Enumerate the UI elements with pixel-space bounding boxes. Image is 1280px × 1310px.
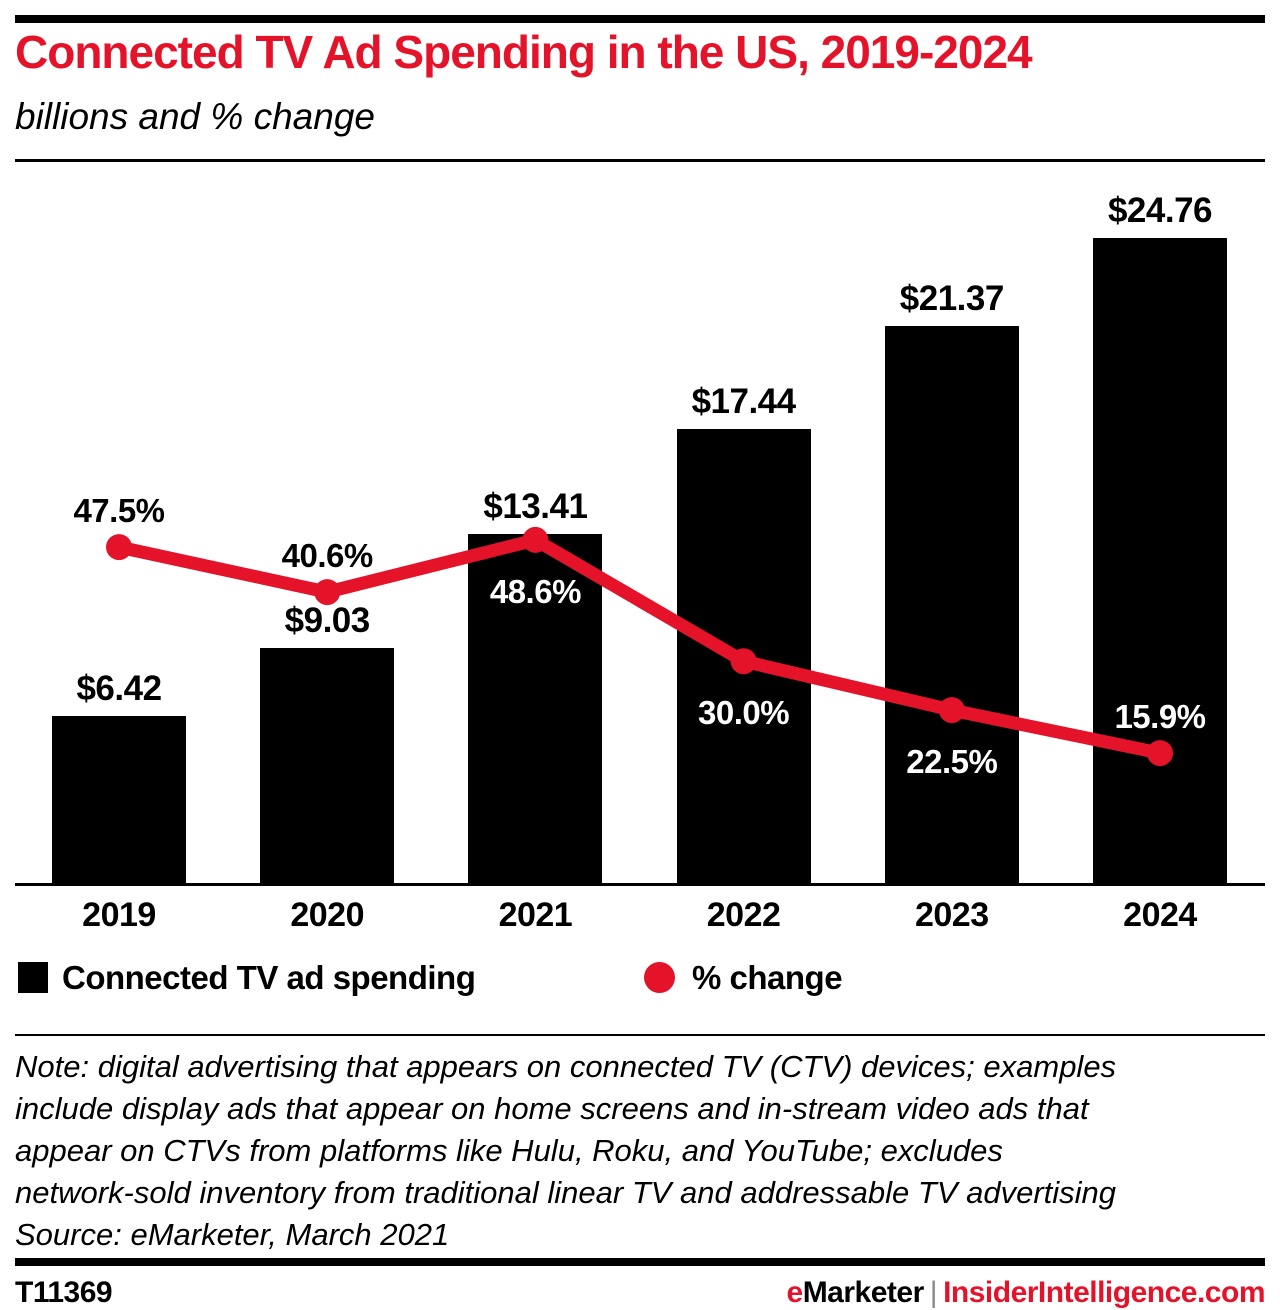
- x-axis-label-2019: 2019: [82, 896, 156, 934]
- bar-value-label-2024: $24.76: [1107, 191, 1213, 230]
- pct-label-2024: 15.9%: [1114, 698, 1206, 736]
- brand-emarketer-rest: Marketer: [802, 1276, 925, 1309]
- chart-subtitle: billions and % change: [15, 96, 375, 137]
- x-axis-label-2024: 2024: [1123, 896, 1197, 934]
- legend-label-bar-series: Connected TV ad spending: [62, 959, 476, 996]
- x-axis-label-2023: 2023: [914, 896, 989, 934]
- chart-title: Connected TV Ad Spending in the US, 2019…: [15, 26, 1033, 78]
- pct-label-2019: 47.5%: [73, 492, 165, 530]
- chart-id: T11369: [15, 1276, 113, 1309]
- brand-emarketer-e: e: [786, 1276, 804, 1309]
- bar-value-label-2019: $6.42: [76, 668, 162, 708]
- pct-label-2023: 22.5%: [906, 743, 998, 781]
- pct-label-2021: 48.6%: [489, 572, 582, 610]
- bar-2020: [260, 647, 395, 886]
- brand-site-link[interactable]: InsiderIntelligence.com: [943, 1276, 1265, 1309]
- x-axis-label-2021: 2021: [498, 896, 573, 934]
- source-line: Source: eMarketer, March 2021: [15, 1217, 450, 1252]
- legend-swatch-bar: [18, 962, 48, 993]
- header-rule: [15, 159, 1265, 162]
- header-accent-bar: [15, 15, 1265, 23]
- brand-lockup: eMarketer | InsiderIntelligence.com: [787, 1276, 1266, 1310]
- bar-value-label-2022: $17.44: [691, 381, 797, 421]
- x-axis-label-2020: 2020: [290, 896, 364, 934]
- note-line-1: Note: digital advertising that appears o…: [15, 1049, 1117, 1084]
- pct-label-2020: 40.6%: [281, 537, 374, 575]
- bar-2024: [1093, 238, 1227, 886]
- note-line-3: appear on CTVs from platforms like Hulu,…: [15, 1133, 1003, 1168]
- bar-2023: [884, 326, 1019, 886]
- bar-value-label-2020: $9.03: [284, 600, 371, 640]
- legend-swatch-line-dot: [644, 962, 675, 993]
- legend-label-line-series: % change: [692, 959, 843, 996]
- pct-label-2022: 30.0%: [698, 694, 790, 732]
- bar-value-label-2021: $13.41: [483, 486, 588, 526]
- footer-bar: [15, 1258, 1265, 1266]
- bar-2022: [676, 428, 811, 886]
- note-line-4: network-sold inventory from traditional …: [15, 1175, 1117, 1210]
- bar-2019: [52, 715, 186, 886]
- x-axis-line: [15, 883, 1265, 886]
- bar-value-label-2023: $21.37: [899, 279, 1005, 319]
- x-axis-label-2022: 2022: [706, 896, 781, 934]
- note-rule: [15, 1034, 1265, 1036]
- note-line-2: include display ads that appear on home …: [15, 1091, 1089, 1126]
- data-point-marker-2019: [106, 534, 132, 561]
- brand-divider: |: [929, 1276, 938, 1309]
